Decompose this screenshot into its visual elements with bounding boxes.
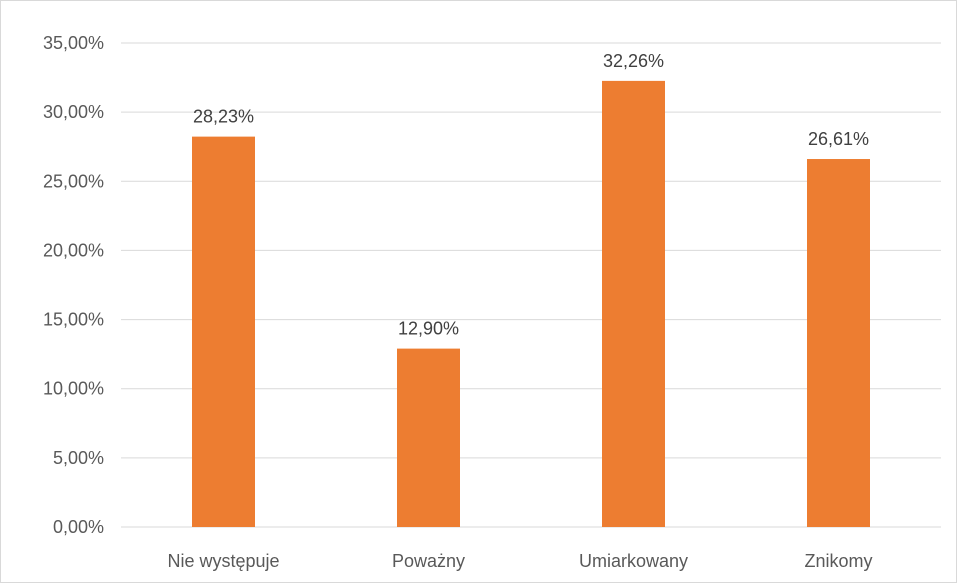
data-label: 32,26%	[603, 51, 664, 71]
y-tick-label: 30,00%	[43, 102, 104, 122]
data-labels: 28,23% 12,90% 32,26% 26,61%	[193, 51, 869, 339]
y-tick-label: 15,00%	[43, 310, 104, 330]
bar	[397, 348, 460, 527]
x-category-label: Znikomy	[804, 551, 872, 571]
x-category-label: Umiarkowany	[579, 551, 688, 571]
y-tick-label: 35,00%	[43, 33, 104, 53]
bar	[602, 80, 665, 527]
y-axis-tick-labels: 0,00% 5,00% 10,00% 15,00% 20,00% 25,00% 30,00%…	[43, 33, 104, 537]
data-label: 26,61%	[808, 129, 869, 149]
y-tick-label: 5,00%	[53, 448, 104, 468]
y-tick-label: 20,00%	[43, 240, 104, 260]
x-category-label: Poważny	[392, 551, 465, 571]
data-label: 28,23%	[193, 107, 254, 127]
bar	[192, 136, 255, 527]
bar	[807, 159, 870, 527]
x-axis-category-labels: Nie występuje Poważny Umiarkowany Znikomy	[167, 551, 872, 571]
y-tick-label: 25,00%	[43, 171, 104, 191]
data-label: 12,90%	[398, 319, 459, 339]
y-tick-label: 0,00%	[53, 517, 104, 537]
gridlines	[121, 42, 941, 528]
y-tick-label: 10,00%	[43, 379, 104, 399]
bars	[192, 80, 870, 527]
x-category-label: Nie występuje	[167, 551, 279, 571]
